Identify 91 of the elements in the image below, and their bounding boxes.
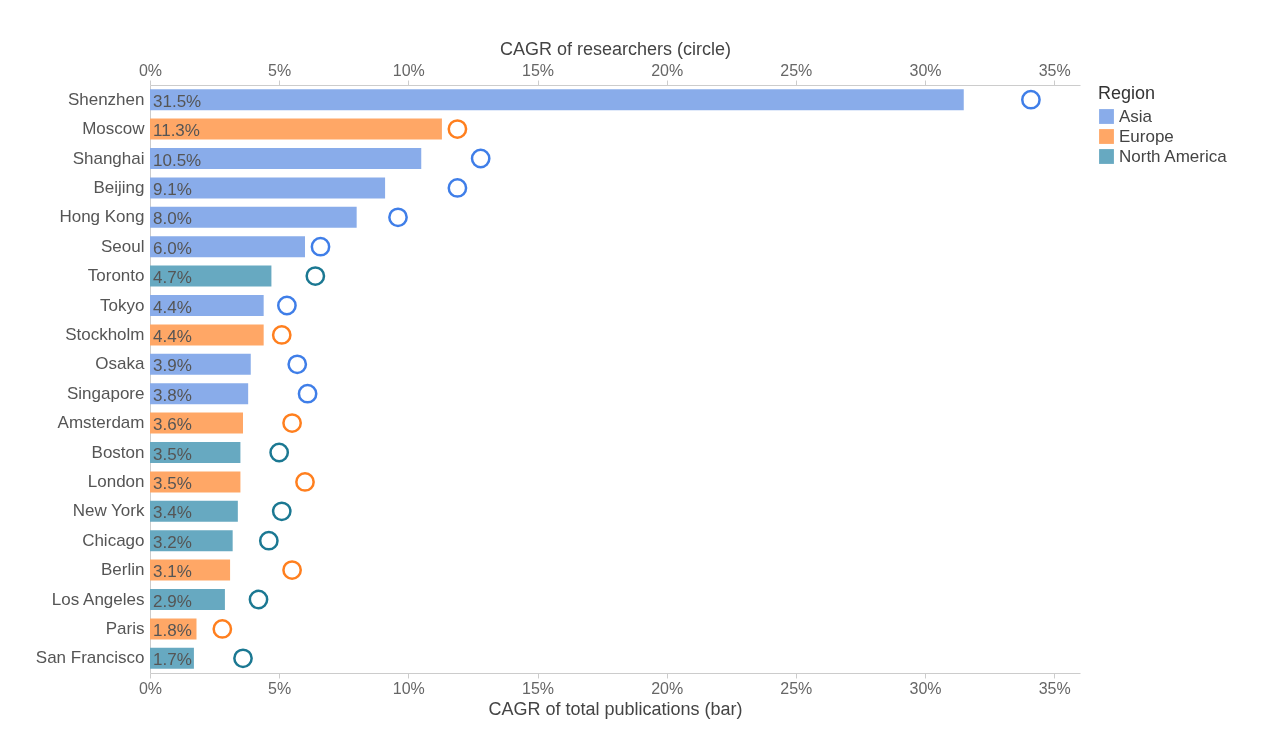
point: [447, 119, 468, 139]
bar: [150, 177, 386, 199]
x2-tick-label: 15%: [521, 679, 555, 697]
point: [212, 619, 233, 639]
legend-label: Europe: [1119, 126, 1174, 146]
data-label: 3.8%: [153, 385, 192, 405]
y-tick-label: Osaka: [95, 354, 146, 374]
point: [277, 295, 297, 316]
y-tick-label: Beijing: [93, 177, 145, 197]
y-tick-label: Tokyo: [100, 295, 145, 315]
bar: [150, 236, 305, 258]
point: [271, 325, 292, 345]
y-tick-label: Berlin: [101, 560, 145, 580]
y-tick-label: Seoul: [101, 236, 145, 256]
point: [282, 560, 302, 580]
point: [388, 207, 408, 228]
x2-tick-label: 35%: [1038, 679, 1071, 697]
x-tick-label: 10%: [392, 61, 425, 79]
y-tick-label: Chicago: [82, 530, 145, 550]
data-label: 31.5%: [153, 91, 202, 111]
data-label: 1.8%: [153, 620, 192, 640]
point: [447, 178, 468, 198]
point: [1021, 89, 1041, 110]
x2-tick-label: 25%: [780, 679, 813, 697]
point: [282, 413, 302, 433]
y-tick-label: Shenzhen: [67, 89, 145, 109]
data-label: 9.1%: [153, 179, 192, 199]
legend-label: Asia: [1119, 106, 1153, 126]
bar: [150, 89, 964, 111]
x2-tick-label: 30%: [909, 679, 942, 697]
x2-axis-title: CAGR of researchers (circle): [499, 38, 732, 59]
x-tick-label: 25%: [780, 61, 813, 79]
y-tick-label: London: [87, 471, 145, 491]
data-label: 6.0%: [153, 238, 192, 258]
bar: [150, 265, 272, 287]
bar: [150, 295, 264, 316]
data-label: 4.7%: [153, 268, 192, 288]
point: [287, 354, 308, 375]
y-tick-label: San Francisco: [35, 648, 145, 668]
point: [269, 442, 290, 463]
data-label: 3.4%: [153, 503, 192, 523]
x-tick-label: 5%: [268, 61, 292, 79]
x-axis-title: CAGR of total publications (bar): [488, 698, 743, 719]
point: [258, 530, 279, 551]
data-label: 3.2%: [153, 532, 192, 552]
x-tick-label: 35%: [1038, 61, 1071, 79]
y-tick-label: Singapore: [66, 383, 145, 403]
y-tick-label: New York: [72, 501, 145, 521]
data-label: 3.1%: [153, 562, 192, 582]
data-label: 2.9%: [153, 591, 192, 611]
y-tick-label: Shanghai: [72, 148, 145, 168]
point: [305, 266, 326, 286]
point: [248, 589, 269, 610]
data-label: 3.6%: [153, 415, 192, 435]
y-tick-label: Los Angeles: [51, 589, 145, 609]
x-tick-label: 30%: [909, 61, 942, 79]
point: [470, 148, 491, 169]
y-tick-label: Stockholm: [65, 324, 145, 344]
y-tick-label: Toronto: [87, 266, 145, 286]
data-label: 11.3%: [153, 121, 200, 141]
legend-label: North America: [1119, 146, 1228, 166]
data-label: 3.5%: [153, 473, 192, 493]
point: [295, 472, 315, 492]
y-tick-label: Boston: [91, 442, 145, 462]
point: [310, 236, 331, 257]
legend-title: Region: [1098, 83, 1156, 103]
y-tick-label: Paris: [105, 618, 145, 638]
point: [233, 648, 253, 669]
bar: [150, 148, 422, 169]
data-label: 1.7%: [153, 650, 192, 670]
x-tick-label: 15%: [521, 61, 555, 79]
point: [271, 501, 292, 522]
data-label: 8.0%: [153, 209, 192, 229]
data-label: 3.9%: [153, 356, 192, 376]
x2-tick-label: 20%: [651, 679, 684, 697]
data-label: 4.4%: [153, 326, 192, 346]
x2-tick-label: 10%: [392, 679, 425, 697]
point: [297, 383, 318, 404]
data-label: 4.4%: [153, 297, 192, 317]
bar: [150, 206, 357, 228]
data-label: 10.5%: [153, 150, 202, 170]
x-tick-label: 20%: [651, 61, 684, 79]
bar: [150, 118, 442, 140]
x2-tick-label: 0%: [138, 679, 163, 697]
x2-tick-label: 5%: [268, 679, 292, 697]
y-tick-label: Moscow: [82, 119, 146, 139]
bar: [150, 324, 264, 346]
data-label: 3.5%: [153, 444, 192, 464]
y-tick-label: Hong Kong: [59, 207, 145, 227]
y-tick-label: Amsterdam: [57, 413, 145, 433]
x-tick-label: 0%: [138, 61, 163, 79]
